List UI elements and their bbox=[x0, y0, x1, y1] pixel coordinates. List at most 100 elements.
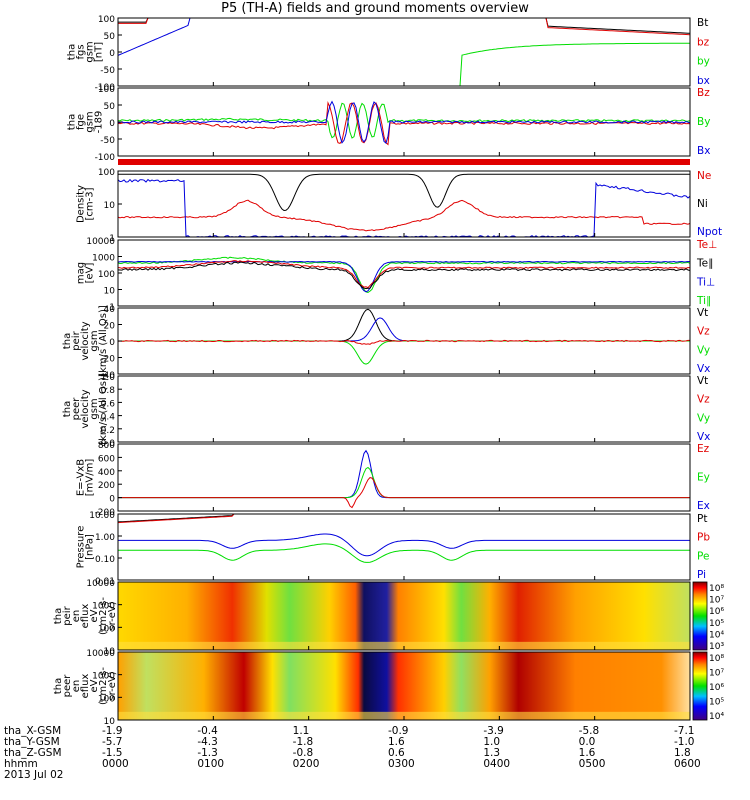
series-Ex bbox=[118, 449, 690, 499]
legend-By: By bbox=[697, 116, 710, 128]
footer-value: -1.5 bbox=[102, 747, 123, 759]
legend-Ey: Ey bbox=[697, 472, 710, 484]
legend-Vy: Vy bbox=[697, 412, 710, 424]
series-Ez bbox=[118, 477, 690, 509]
y-tick-label: 50 bbox=[104, 32, 116, 42]
colorbar-tick-label: 10⁶ bbox=[709, 607, 724, 617]
y-axis-label: tha bbox=[67, 114, 78, 130]
footer-row-label: tha_Y-GSM bbox=[4, 736, 60, 748]
footer-ephemeris: tha_X-GSM -1.9 -0.4 1.1 -0.9 -3.9 -5.8 -7.1 tha_… bbox=[4, 725, 701, 781]
footer-value: -0.8 bbox=[292, 747, 314, 759]
series-Vy bbox=[118, 340, 690, 365]
series-Vt bbox=[118, 308, 690, 342]
series-bx bbox=[117, 17, 690, 56]
legend-Ez: Ez bbox=[697, 443, 710, 455]
footer-value: -1.8 bbox=[292, 736, 314, 748]
series-By bbox=[117, 102, 691, 139]
footer-row: hhmm 0000 0100 0200 0300 0400 0500 0600 bbox=[4, 759, 701, 770]
y-tick-label: 1000 bbox=[92, 602, 115, 612]
fge-gap-bar bbox=[118, 159, 690, 165]
footer-value: -5.8 bbox=[578, 725, 600, 737]
y-tick-label: -40 bbox=[100, 371, 115, 381]
legend-bx: bx bbox=[697, 75, 710, 87]
colorbar-tick-label: 10⁴ bbox=[709, 712, 724, 722]
y-axis-label: peer bbox=[62, 674, 73, 698]
legend-bz: bz bbox=[697, 36, 710, 48]
y-tick-label: 800 bbox=[98, 441, 115, 451]
y-tick-label: 1 bbox=[109, 303, 115, 313]
y-tick-label: 10000 bbox=[86, 579, 115, 589]
y-axis-label: sr-eV) bbox=[107, 601, 118, 630]
footer-value: 0000 bbox=[102, 758, 129, 770]
spectrogram-low-energy-band bbox=[118, 641, 690, 650]
series-Pb bbox=[117, 513, 690, 524]
footer-row-label: tha_X-GSM bbox=[4, 725, 62, 737]
y-axis-label: [nT] bbox=[94, 42, 105, 62]
y-axis-label: tha bbox=[62, 333, 73, 349]
footer-value: 1.8 bbox=[674, 747, 691, 759]
series-Pe bbox=[118, 543, 690, 563]
y-tick-label: 0.6 bbox=[101, 399, 116, 409]
footer-value: 0400 bbox=[483, 758, 511, 770]
colorbar-tick-label: 10³ bbox=[709, 642, 724, 652]
series-Te-perp bbox=[117, 260, 691, 289]
spectrogram-peir_spec bbox=[118, 582, 690, 650]
y-tick-label: 0 bbox=[109, 49, 115, 59]
footer-value: 1.6 bbox=[388, 736, 405, 748]
legend-Vx: Vx bbox=[697, 363, 710, 375]
y-axis-label: mag bbox=[76, 262, 87, 284]
y-tick-label: 10 bbox=[104, 287, 116, 297]
y-tick-label: 100 bbox=[98, 694, 115, 704]
y-axis-label: peer bbox=[71, 397, 82, 421]
spectrogram-peer_spec bbox=[118, 652, 690, 720]
y-axis-label: tha bbox=[62, 401, 73, 417]
y-tick-label: 0.4 bbox=[101, 413, 116, 423]
legend-Ex: Ex bbox=[697, 500, 710, 512]
y-tick-label: 10.00 bbox=[89, 511, 115, 521]
footer-value: 0500 bbox=[578, 758, 606, 770]
y-axis-label: gsm bbox=[89, 398, 100, 419]
series-Ne bbox=[117, 199, 691, 232]
y-tick-label: -20 bbox=[100, 355, 115, 365]
y-axis-label: en bbox=[71, 610, 82, 623]
footer-value: -4.3 bbox=[197, 736, 218, 748]
legend-Ti⊥: Ti⊥ bbox=[696, 276, 715, 288]
series-Npot bbox=[117, 178, 691, 238]
y-tick-label: 20 bbox=[104, 322, 116, 332]
y-tick-label: -200 bbox=[95, 508, 116, 518]
y-axis-label: tha bbox=[53, 678, 64, 694]
series-Bt bbox=[118, 17, 691, 34]
y-axis-label: Density bbox=[76, 185, 87, 223]
colorbar-tick-label: 10⁷ bbox=[709, 596, 724, 606]
legend-Vy: Vy bbox=[697, 344, 710, 356]
colorbar-tick-label: 10⁸ bbox=[709, 654, 724, 664]
spectrogram-low-energy-band bbox=[118, 711, 690, 720]
legend-Vz: Vz bbox=[697, 394, 710, 406]
series-by bbox=[118, 42, 690, 87]
panel-frame-temp bbox=[117, 239, 691, 307]
legend-Vz: Vz bbox=[697, 326, 710, 338]
footer-value: 1.3 bbox=[483, 747, 501, 759]
y-axis-label: (cm2-s- bbox=[98, 667, 109, 705]
y-axis-label: eV bbox=[89, 679, 100, 692]
footer-value: 0.6 bbox=[388, 747, 405, 759]
y-axis-label: [nPa] bbox=[85, 534, 96, 560]
y-axis-label: fgs bbox=[76, 44, 87, 59]
legend-Npot: Npot bbox=[697, 226, 722, 238]
series-Pi bbox=[118, 533, 690, 557]
legend-Pe: Pe bbox=[697, 550, 709, 562]
y-tick-label: -50 bbox=[100, 66, 115, 76]
legend-Pb: Pb bbox=[697, 532, 710, 544]
footer-value: 1.6 bbox=[578, 747, 596, 759]
series-Vz bbox=[117, 339, 690, 345]
y-tick-label: 1 bbox=[109, 234, 115, 244]
colorbar-tick-label: 10⁴ bbox=[709, 630, 724, 640]
panel-frame-pressure bbox=[117, 513, 691, 581]
footer-value: 0200 bbox=[292, 758, 320, 770]
y-tick-label: 600 bbox=[98, 454, 115, 464]
y-tick-label: 100 bbox=[98, 168, 115, 178]
legend-Pi: Pi bbox=[697, 569, 706, 581]
legend-Te∥: Te∥ bbox=[696, 258, 713, 270]
footer-row-label: tha_Z-GSM bbox=[4, 747, 62, 759]
series-Vx bbox=[118, 317, 690, 342]
